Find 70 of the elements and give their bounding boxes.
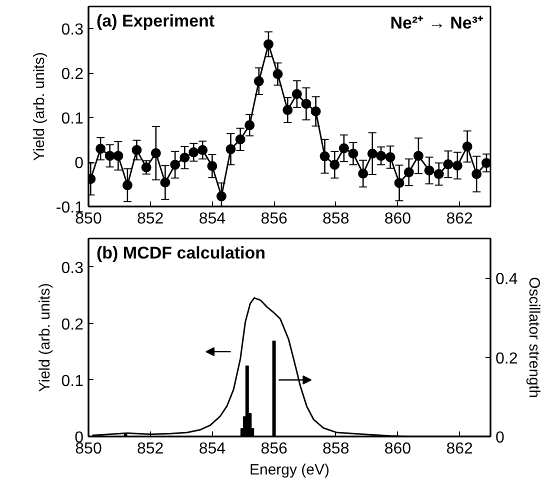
point (404, 167, 414, 178)
y-tick-label: 0.1 (61, 110, 84, 128)
x-tick-label: 852 (137, 440, 164, 458)
point (472, 169, 482, 180)
point (413, 150, 424, 161)
chart-title: (a) Experiment (96, 12, 215, 30)
x-tick-label: 860 (384, 440, 412, 458)
point (348, 148, 358, 159)
chart-title: (b) MCDF calculation (96, 244, 266, 262)
point (424, 166, 434, 176)
y2-tick-label: 0 (496, 430, 504, 446)
point (104, 150, 115, 161)
y-axis-title: Yield (arb. units) (36, 283, 54, 392)
point (272, 69, 283, 80)
x-tick-label: 858 (322, 440, 350, 458)
point (226, 144, 236, 154)
point (338, 143, 349, 154)
x-tick-label: 862 (446, 440, 474, 458)
point (320, 151, 330, 162)
point (150, 148, 161, 158)
y-tick-label: 0.3 (61, 22, 84, 39)
point (244, 120, 255, 130)
point (282, 105, 293, 116)
point (367, 148, 378, 159)
point (385, 152, 396, 162)
point (122, 180, 132, 190)
point (188, 147, 199, 158)
x-axis-title: Energy (eV) (249, 462, 330, 478)
point (96, 144, 106, 154)
point (330, 160, 340, 170)
point (452, 160, 462, 171)
point (443, 159, 454, 170)
point (481, 158, 490, 168)
point (180, 152, 190, 163)
point (113, 150, 124, 161)
x-tick-label: 860 (384, 210, 412, 228)
point (132, 145, 142, 156)
point (254, 76, 264, 86)
x-tick-label: 858 (322, 210, 350, 228)
annotation: Ne²⁺ → Ne³⁺ (390, 14, 484, 32)
y-tick-label: 0.2 (61, 66, 84, 84)
y-tick-label: 0.1 (61, 372, 84, 390)
x-tick-label: 854 (198, 210, 226, 228)
point (358, 168, 368, 179)
point (198, 145, 208, 156)
point (301, 98, 312, 109)
x-tick-label: 854 (198, 440, 226, 458)
x-tick-label: 862 (446, 210, 474, 228)
point (160, 178, 170, 188)
y2-tick-label: 0.2 (496, 350, 518, 368)
y-tick-label: 0 (74, 155, 84, 172)
point (263, 39, 274, 50)
x-tick-label: 856 (260, 210, 288, 228)
x-tick-label: 852 (137, 210, 164, 228)
y-tick-label: 0.2 (61, 316, 84, 334)
y-axis-title: Yield (arb. units) (30, 52, 48, 161)
point (292, 89, 302, 100)
point (235, 134, 246, 144)
y2-axis-title: Oscillator strength (526, 277, 543, 398)
point (462, 142, 472, 152)
point (376, 150, 386, 161)
point (207, 161, 218, 172)
y2-tick-label: 0.4 (496, 271, 518, 288)
point (394, 178, 404, 188)
point (216, 191, 226, 202)
y-tick-label: 0.3 (61, 260, 84, 277)
x-tick-label: 856 (260, 440, 288, 458)
point (310, 106, 321, 116)
point (170, 160, 180, 170)
point (434, 169, 444, 180)
